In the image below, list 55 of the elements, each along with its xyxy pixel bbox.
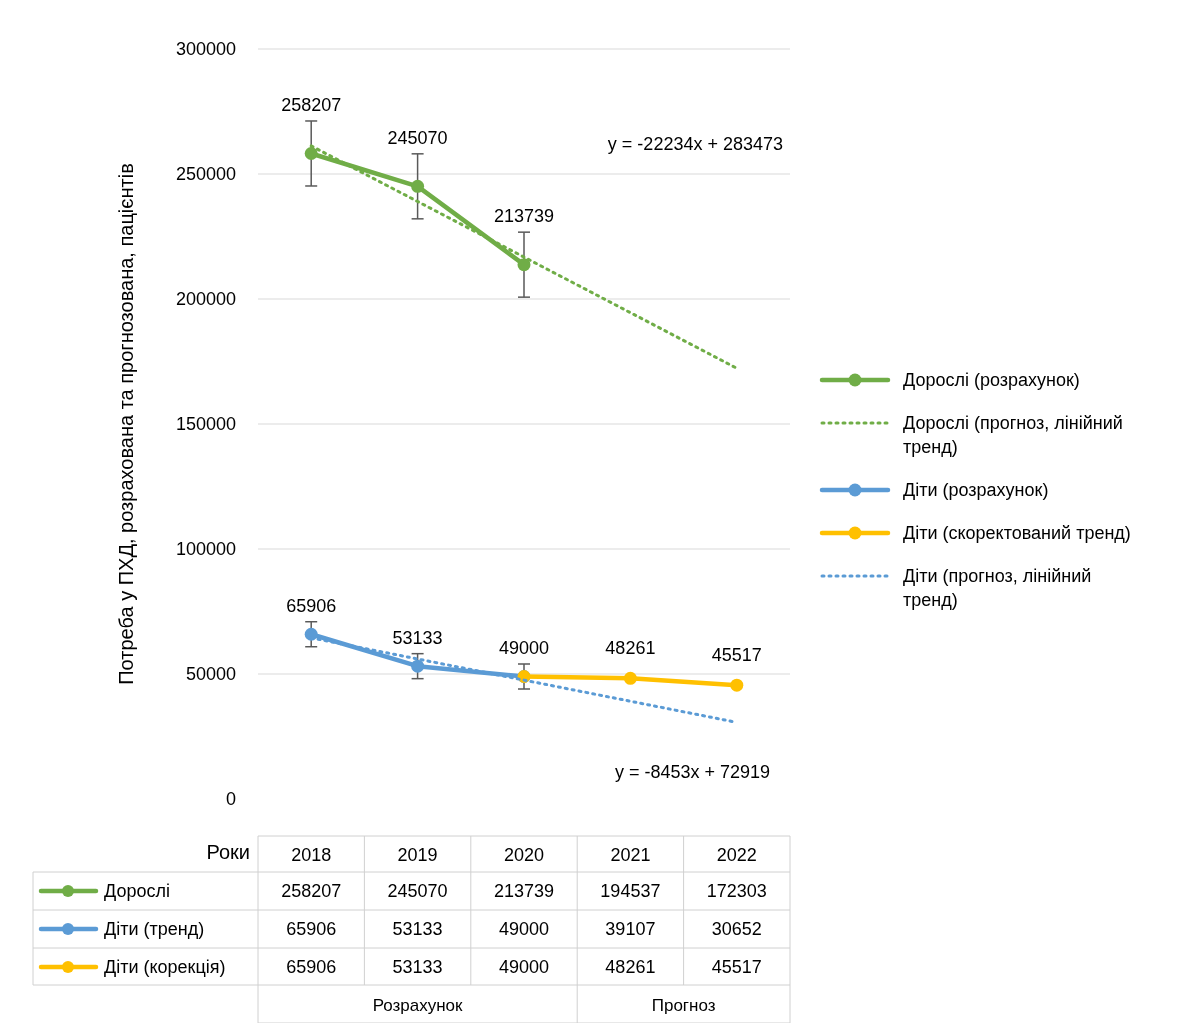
text: Діти (тренд): [104, 919, 205, 939]
text: 53133: [392, 957, 443, 977]
point: [517, 258, 531, 272]
data-label: 258207: [281, 94, 342, 115]
y-tick-label: 300000: [175, 39, 236, 59]
y-tick-label: 0: [225, 789, 236, 809]
x-tick-label: 2019: [397, 845, 438, 865]
point: [411, 659, 425, 673]
legend-label: Діти (прогноз, лінійний тренд): [903, 566, 1092, 610]
point: [304, 146, 318, 160]
text: Роки: [206, 841, 250, 863]
text: Прогноз: [651, 996, 716, 1015]
text: Дорослі: [104, 881, 170, 901]
text: 65906: [286, 919, 337, 939]
x-tick-label: 2020: [503, 845, 545, 865]
point: [411, 179, 425, 193]
legend-label: Дорослі (прогноз, лінійний тренд): [903, 413, 1123, 457]
text: 45517: [711, 957, 762, 977]
annotation: y = -22234x + 283473: [607, 134, 783, 154]
point: [623, 671, 637, 685]
y-tick-label: 50000: [185, 664, 236, 684]
y-tick-label: 200000: [175, 289, 236, 309]
text: 49000: [498, 919, 550, 939]
legend-label: Дорослі (розрахунок): [903, 370, 1080, 390]
data-label: 53133: [392, 627, 443, 648]
text: 39107: [605, 919, 656, 939]
text: 172303: [706, 881, 767, 901]
text: Розрахунок: [372, 996, 464, 1015]
y-tick-label: 250000: [175, 164, 236, 184]
x-tick-label: 2021: [610, 845, 651, 865]
data-label: 49000: [498, 638, 550, 658]
text: 53133: [392, 919, 443, 939]
data-label: 245070: [387, 127, 448, 148]
text: Діти (корекція): [104, 957, 226, 977]
x-tick-label: 2018: [291, 845, 332, 865]
text: 30652: [711, 919, 762, 939]
text: 245070: [387, 881, 448, 901]
legend-label: Діти (розрахунок): [903, 480, 1049, 500]
legend-label: Діти (скоректований тренд): [903, 523, 1131, 543]
y-axis-title: Потреба у ПХД, розрахована та прогнозована, пацієнтів: [115, 163, 137, 685]
data-label: 65906: [286, 595, 337, 616]
text: 65906: [286, 957, 337, 977]
x-tick-label: 2022: [716, 845, 757, 865]
text: 194537: [600, 881, 661, 901]
data-label: 213739: [493, 206, 555, 227]
text: 213739: [493, 881, 555, 901]
text: 49000: [498, 957, 550, 977]
y-tick-label: 100000: [175, 539, 236, 559]
text: 258207: [281, 881, 342, 901]
point: [730, 678, 744, 692]
data-label: 45517: [711, 645, 762, 666]
text: 48261: [605, 957, 656, 977]
annotation: y = -8453x + 72919: [614, 762, 770, 782]
y-tick-label: 150000: [175, 414, 236, 434]
data-label: 48261: [605, 638, 656, 659]
